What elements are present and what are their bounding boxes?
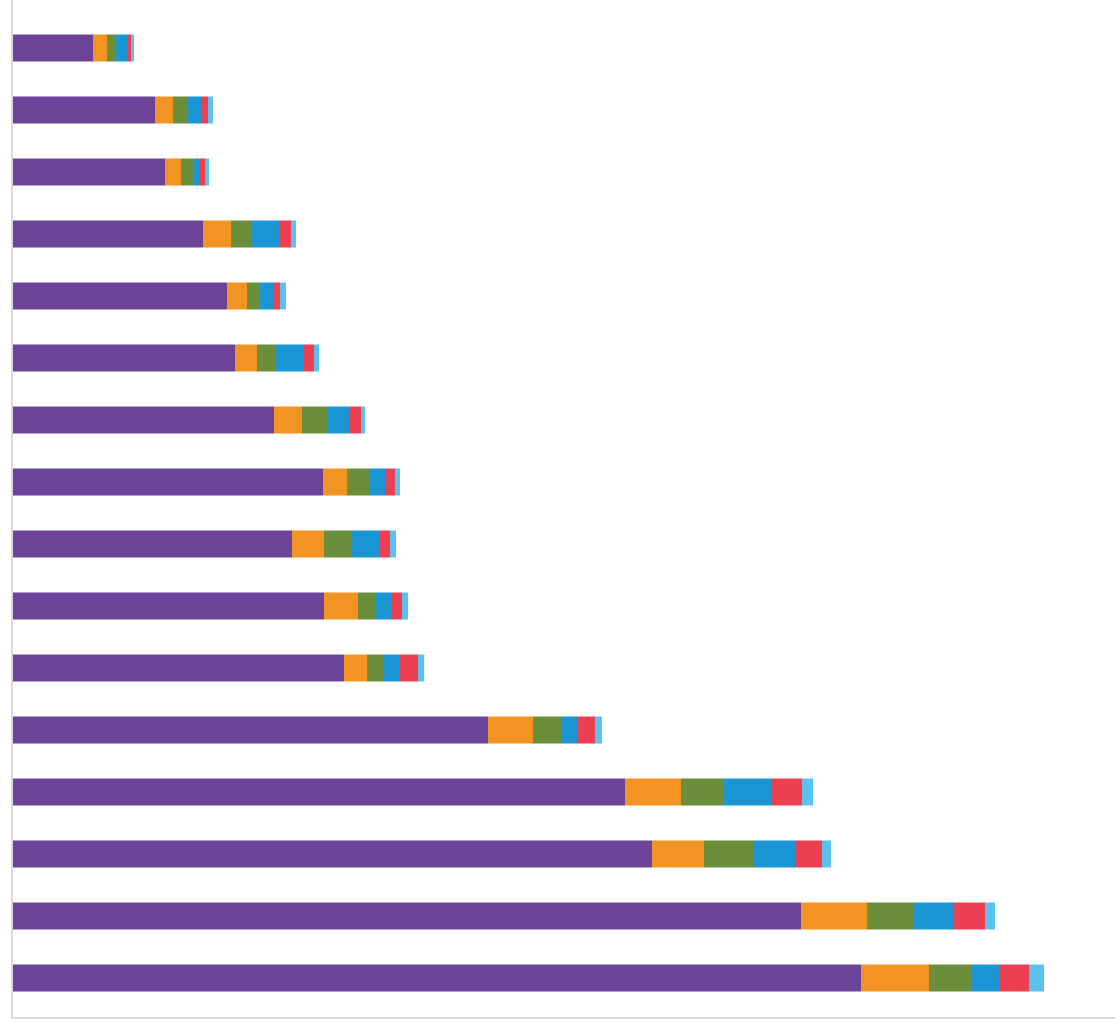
bar-segment-row-2-series-3 xyxy=(173,96,187,124)
bar-segment-row-7-series-3 xyxy=(302,406,327,434)
bar-segment-row-6-series-3 xyxy=(257,344,276,372)
bar-segment-row-10-series-5 xyxy=(392,592,402,620)
bar-segment-row-4-series-4 xyxy=(251,220,279,248)
bar-segment-row-8-series-3 xyxy=(347,468,369,496)
bar-segment-row-7-series-6 xyxy=(361,406,365,434)
bar-segment-row-16-series-2 xyxy=(861,964,929,992)
bar-segment-row-8-series-5 xyxy=(385,468,395,496)
bar-segment-row-2-series-5 xyxy=(201,96,208,124)
bar-segment-row-1-series-5 xyxy=(127,34,131,62)
bar-segment-row-10-series-1 xyxy=(13,592,324,620)
bar-group xyxy=(13,34,1044,992)
bar-segment-row-10-series-6 xyxy=(402,592,408,620)
bar-segment-row-13-series-6 xyxy=(802,778,813,806)
bar-segment-row-15-series-1 xyxy=(13,902,801,930)
bar-segment-row-15-series-2 xyxy=(801,902,867,930)
bar-segment-row-12-series-3 xyxy=(533,716,562,744)
bar-segment-row-10-series-2 xyxy=(324,592,358,620)
bar-segment-row-15-series-3 xyxy=(867,902,913,930)
bar-segment-row-5-series-4 xyxy=(259,282,273,310)
bar-segment-row-10-series-3 xyxy=(358,592,376,620)
bar-segment-row-1-series-2 xyxy=(93,34,107,62)
bar-segment-row-16-series-6 xyxy=(1029,964,1044,992)
bar-segment-row-5-series-6 xyxy=(280,282,286,310)
bar-segment-row-2-series-1 xyxy=(13,96,155,124)
bar-segment-row-13-series-5 xyxy=(771,778,802,806)
bar-segment-row-6-series-4 xyxy=(276,344,304,372)
bar-segment-row-9-series-4 xyxy=(352,530,380,558)
bar-segment-row-11-series-1 xyxy=(13,654,344,682)
bar-segment-row-5-series-2 xyxy=(227,282,247,310)
bar-segment-row-13-series-1 xyxy=(13,778,625,806)
bar-segment-row-11-series-3 xyxy=(367,654,383,682)
bar-segment-row-3-series-3 xyxy=(181,158,193,186)
bar-segment-row-5-series-3 xyxy=(247,282,259,310)
bar-segment-row-16-series-1 xyxy=(13,964,861,992)
bar-segment-row-4-series-2 xyxy=(203,220,231,248)
bar-segment-row-9-series-2 xyxy=(292,530,324,558)
bar-segment-row-5-series-1 xyxy=(13,282,227,310)
bar-segment-row-14-series-3 xyxy=(704,840,753,868)
bar-segment-row-9-series-5 xyxy=(380,530,390,558)
bar-segment-row-12-series-4 xyxy=(562,716,577,744)
bar-segment-row-14-series-6 xyxy=(822,840,831,868)
bar-segment-row-10-series-4 xyxy=(376,592,392,620)
bar-segment-row-16-series-5 xyxy=(999,964,1029,992)
bar-segment-row-1-series-1 xyxy=(13,34,93,62)
bar-segment-row-9-series-6 xyxy=(390,530,396,558)
bar-segment-row-8-series-4 xyxy=(369,468,385,496)
bar-segment-row-16-series-3 xyxy=(929,964,972,992)
bar-segment-row-12-series-2 xyxy=(488,716,533,744)
bar-segment-row-11-series-5 xyxy=(400,654,418,682)
bar-segment-row-15-series-6 xyxy=(985,902,995,930)
bar-segment-row-3-series-6 xyxy=(205,158,209,186)
bar-segment-row-7-series-1 xyxy=(13,406,274,434)
bar-segment-row-2-series-6 xyxy=(208,96,213,124)
bar-segment-row-4-series-1 xyxy=(13,220,203,248)
bar-segment-row-7-series-4 xyxy=(327,406,349,434)
bar-segment-row-16-series-4 xyxy=(972,964,999,992)
bar-segment-row-11-series-6 xyxy=(418,654,424,682)
bar-segment-row-11-series-2 xyxy=(344,654,367,682)
bar-segment-row-11-series-4 xyxy=(383,654,400,682)
bar-segment-row-6-series-5 xyxy=(304,344,314,372)
bar-segment-row-13-series-4 xyxy=(724,778,771,806)
bar-segment-row-1-series-4 xyxy=(115,34,127,62)
bar-segment-row-14-series-4 xyxy=(753,840,796,868)
bar-segment-row-3-series-4 xyxy=(193,158,199,186)
bar-segment-row-14-series-2 xyxy=(652,840,704,868)
bar-segment-row-4-series-6 xyxy=(291,220,296,248)
bar-segment-row-12-series-5 xyxy=(577,716,595,744)
bar-segment-row-3-series-2 xyxy=(165,158,181,186)
bar-segment-row-6-series-6 xyxy=(314,344,319,372)
bar-segment-row-2-series-2 xyxy=(155,96,173,124)
bar-segment-row-4-series-3 xyxy=(231,220,251,248)
bar-segment-row-7-series-2 xyxy=(274,406,302,434)
bar-segment-row-1-series-6 xyxy=(131,34,134,62)
bar-segment-row-9-series-3 xyxy=(324,530,352,558)
bar-segment-row-8-series-6 xyxy=(395,468,400,496)
bar-segment-row-8-series-2 xyxy=(323,468,347,496)
bar-segment-row-14-series-5 xyxy=(796,840,822,868)
bar-segment-row-3-series-5 xyxy=(199,158,205,186)
bar-segment-row-12-series-6 xyxy=(595,716,602,744)
bar-segment-row-13-series-3 xyxy=(681,778,724,806)
bar-segment-row-15-series-4 xyxy=(913,902,953,930)
bar-segment-row-13-series-2 xyxy=(625,778,681,806)
bar-segment-row-5-series-5 xyxy=(273,282,280,310)
bar-segment-row-12-series-1 xyxy=(13,716,488,744)
bar-segment-row-14-series-1 xyxy=(13,840,652,868)
bar-segment-row-7-series-5 xyxy=(349,406,361,434)
bar-segment-row-4-series-5 xyxy=(279,220,291,248)
bar-segment-row-9-series-1 xyxy=(13,530,292,558)
bar-segment-row-3-series-1 xyxy=(13,158,165,186)
bar-segment-row-8-series-1 xyxy=(13,468,323,496)
bar-segment-row-6-series-1 xyxy=(13,344,235,372)
bar-segment-row-2-series-4 xyxy=(187,96,201,124)
bar-segment-row-15-series-5 xyxy=(953,902,985,930)
bar-segment-row-1-series-3 xyxy=(107,34,115,62)
bar-segment-row-6-series-2 xyxy=(235,344,257,372)
